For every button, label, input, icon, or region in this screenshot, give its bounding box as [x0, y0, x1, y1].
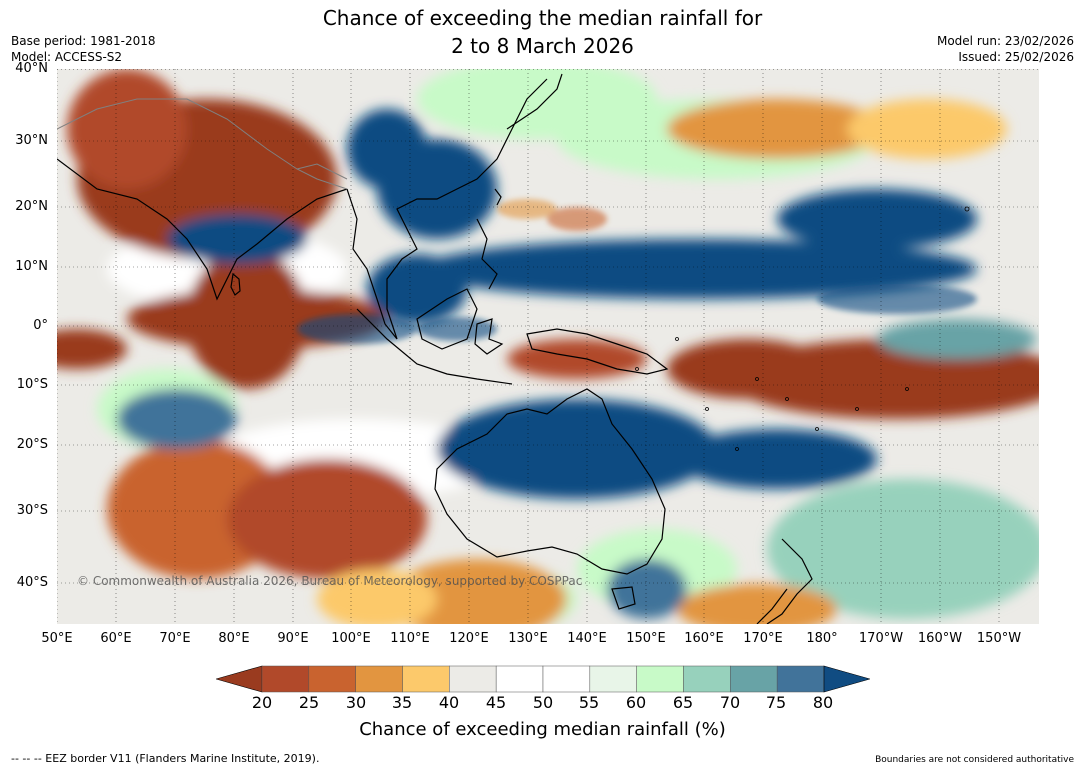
- lat-label-40n: 40°N: [15, 61, 48, 76]
- colorbar-tick-20: 20: [251, 693, 273, 712]
- colorbar-tick-35: 35: [391, 693, 413, 712]
- colorbar-tick-80: 80: [812, 693, 834, 712]
- lat-label-30s: 30°S: [16, 503, 48, 518]
- boundary-disclaimer: Boundaries are not considered authoritat…: [875, 755, 1074, 765]
- lon-label-120e: 120°E: [449, 631, 489, 646]
- colorbar-tick-45: 45: [485, 693, 507, 712]
- lat-label-20s: 20°S: [16, 437, 48, 452]
- rainfall-map[interactable]: [57, 69, 1039, 624]
- lat-label-equator: 0°: [33, 318, 48, 333]
- model-name: Model: ACCESS-S2: [11, 50, 123, 64]
- meta-left: Base period: 1981-2018 Model: ACCESS-S2: [11, 33, 156, 65]
- lon-label-160e: 160°E: [684, 631, 724, 646]
- meta-right: Model run: 23/02/2026 Issued: 25/02/2026: [937, 33, 1074, 65]
- colorbar-swatch: [542, 665, 591, 693]
- lat-label-40s: 40°S: [16, 575, 48, 590]
- colorbar-tick-30: 30: [345, 693, 367, 712]
- colorbar-swatch: [261, 665, 310, 693]
- colorbar-swatch: [636, 665, 684, 693]
- map-canvas: [57, 69, 1039, 624]
- colorbar-swatch: [683, 665, 731, 693]
- colorbar-swatch: [402, 665, 450, 693]
- rainfall-detail: [297, 199, 977, 344]
- islands: [635, 206, 970, 451]
- rainfall-field: [57, 69, 1039, 624]
- model-run: Model run: 23/02/2026: [936, 34, 1074, 48]
- title-line-1: Chance of exceeding the median rainfall …: [322, 6, 763, 30]
- colorbar-tick-70: 70: [719, 693, 741, 712]
- lon-label-100e: 100°E: [331, 631, 371, 646]
- map-title: Chance of exceeding the median rainfall …: [0, 4, 1085, 60]
- lon-label-170w: 170°W: [858, 631, 904, 646]
- colorbar-tick-60: 60: [625, 693, 647, 712]
- lon-label-180: 180°: [806, 631, 838, 646]
- lat-label-10s: 10°S: [16, 377, 48, 392]
- colorbar-tick-55: 55: [578, 693, 600, 712]
- copyright-notice: © Commonwealth of Australia 2026, Bureau…: [77, 574, 583, 588]
- lon-label-90e: 90°E: [277, 631, 309, 646]
- lon-label-170e: 170°E: [743, 631, 783, 646]
- colorbar-tick-40: 40: [438, 693, 460, 712]
- lat-label-10n: 10°N: [15, 259, 48, 274]
- lon-label-50e: 50°E: [41, 631, 73, 646]
- colorbar-swatch: [355, 665, 403, 693]
- colorbar-swatch: [730, 665, 778, 693]
- colorbar-extend-high: [823, 665, 870, 693]
- colorbar-title: Chance of exceeding median rainfall (%): [359, 719, 726, 740]
- issued-date: Issued: 25/02/2026: [958, 50, 1074, 64]
- lat-label-30n: 30°N: [15, 133, 48, 148]
- colorbar-tick-25: 25: [298, 693, 320, 712]
- title-line-2: 2 to 8 March 2026: [451, 34, 634, 58]
- colorbar-tick-65: 65: [672, 693, 694, 712]
- colorbar-tick-50: 50: [532, 693, 554, 712]
- colorbar: [216, 665, 870, 693]
- lon-label-140e: 140°E: [567, 631, 607, 646]
- gridlines: [57, 69, 1039, 624]
- lon-label-60e: 60°E: [100, 631, 132, 646]
- coastlines: [57, 73, 813, 624]
- lon-label-80e: 80°E: [218, 631, 250, 646]
- eez-note: -- -- -- EEZ border V11 (Flanders Marine…: [11, 752, 320, 765]
- lon-label-130e: 130°E: [508, 631, 548, 646]
- colorbar-tick-75: 75: [765, 693, 787, 712]
- colorbar-swatch: [495, 665, 544, 693]
- lon-label-110e: 110°E: [390, 631, 430, 646]
- lon-label-150e: 150°E: [626, 631, 666, 646]
- lon-label-160w: 160°W: [917, 631, 963, 646]
- colorbar-swatch: [776, 665, 825, 693]
- base-period: Base period: 1981-2018: [11, 34, 156, 48]
- colorbar-extend-low: [216, 665, 263, 693]
- colorbar-swatch: [308, 665, 356, 693]
- colorbar-swatch: [589, 665, 637, 693]
- lon-label-70e: 70°E: [159, 631, 191, 646]
- lon-label-150w: 150°W: [976, 631, 1022, 646]
- country-borders: [57, 98, 348, 190]
- lat-label-20n: 20°N: [15, 199, 48, 214]
- colorbar-swatch: [449, 665, 497, 693]
